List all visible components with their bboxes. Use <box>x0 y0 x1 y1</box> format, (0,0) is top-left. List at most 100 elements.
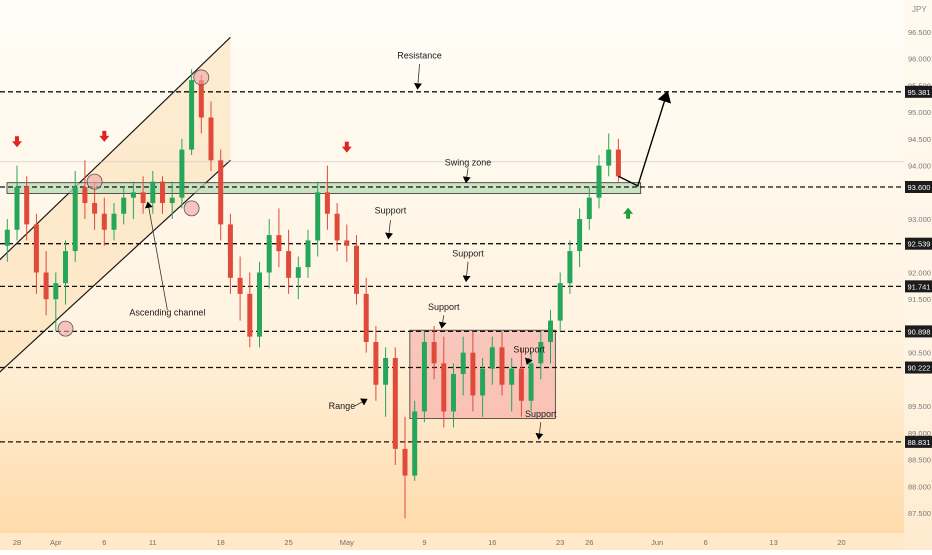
touch-circle[interactable] <box>183 200 200 217</box>
candle[interactable] <box>518 347 524 417</box>
candle[interactable] <box>179 138 185 209</box>
candle-body <box>276 235 282 252</box>
candle[interactable] <box>14 165 20 241</box>
candle[interactable] <box>421 331 427 423</box>
candle[interactable] <box>257 261 262 348</box>
candle[interactable] <box>557 272 563 332</box>
level-price-badge[interactable] <box>905 180 932 193</box>
candle[interactable] <box>344 224 350 262</box>
candle[interactable] <box>499 331 505 396</box>
annotation-pointer <box>525 357 533 365</box>
candle[interactable] <box>72 170 78 262</box>
candle[interactable] <box>53 272 59 332</box>
touch-circle[interactable] <box>57 320 74 337</box>
y-tick-label: 94.500 <box>908 135 931 144</box>
candle[interactable] <box>160 176 165 214</box>
candle[interactable] <box>43 251 49 316</box>
candle-body <box>218 160 224 225</box>
candle-body <box>169 197 175 204</box>
candle[interactable] <box>130 181 136 220</box>
candle[interactable] <box>82 160 88 220</box>
candle[interactable] <box>266 219 272 289</box>
candle[interactable] <box>315 181 321 257</box>
candle[interactable] <box>218 149 224 241</box>
candle[interactable] <box>24 176 30 241</box>
candle[interactable] <box>237 256 243 321</box>
x-tick-label: Jun <box>651 538 663 547</box>
candle[interactable] <box>169 181 175 220</box>
candle[interactable] <box>586 186 592 230</box>
x-tick-label: 6 <box>704 538 708 547</box>
candle[interactable] <box>33 213 39 294</box>
channel-lower-line[interactable] <box>0 159 231 374</box>
level-price-badge[interactable] <box>905 85 932 98</box>
candle[interactable] <box>402 416 408 519</box>
candle[interactable] <box>392 347 398 465</box>
candle[interactable] <box>577 208 583 268</box>
candle[interactable] <box>92 181 98 230</box>
touch-circle[interactable] <box>193 69 210 86</box>
candle[interactable] <box>324 165 330 230</box>
candle[interactable] <box>460 336 466 396</box>
x-tick-label: 11 <box>149 538 157 547</box>
candle[interactable] <box>509 358 515 412</box>
candle[interactable] <box>615 138 621 182</box>
candle[interactable] <box>470 331 476 412</box>
candle[interactable] <box>373 325 379 401</box>
candle[interactable] <box>412 400 418 481</box>
projection-path[interactable] <box>618 90 672 187</box>
candle[interactable] <box>227 213 233 294</box>
candle-body <box>548 320 553 342</box>
candle-body <box>82 186 88 204</box>
candle[interactable] <box>451 363 456 428</box>
candle[interactable] <box>606 133 612 177</box>
candle[interactable] <box>441 336 447 428</box>
swing-zone-band[interactable] <box>6 182 642 194</box>
candle[interactable] <box>431 325 437 380</box>
candle-body <box>509 368 515 385</box>
candle[interactable] <box>383 347 389 417</box>
candle-body <box>460 352 466 375</box>
candle[interactable] <box>150 170 156 214</box>
candle[interactable] <box>189 69 195 155</box>
level-price-badge[interactable] <box>905 435 932 448</box>
candle[interactable] <box>489 336 495 385</box>
candle-body <box>286 251 292 278</box>
y-tick-label: 90.500 <box>908 349 931 358</box>
candle-body <box>101 213 107 230</box>
candle[interactable] <box>305 229 311 278</box>
candle-body <box>557 283 563 321</box>
candle[interactable] <box>567 240 573 294</box>
y-tick-label: 87.500 <box>908 509 931 518</box>
level-price-badge[interactable] <box>905 325 932 338</box>
candle[interactable] <box>247 272 253 348</box>
candle[interactable] <box>121 186 127 225</box>
currency-label: JPY <box>912 5 927 14</box>
touch-circle[interactable] <box>86 173 103 190</box>
candle[interactable] <box>548 309 553 364</box>
candle[interactable] <box>480 358 486 417</box>
candle[interactable] <box>538 331 544 380</box>
candle[interactable] <box>363 277 369 353</box>
candle[interactable] <box>63 240 68 305</box>
candle-body <box>499 347 505 385</box>
candle[interactable] <box>354 235 359 305</box>
level-price-badge[interactable] <box>905 237 932 250</box>
candle[interactable] <box>4 219 10 262</box>
y-tick-label: 88.500 <box>908 456 931 465</box>
candle[interactable] <box>208 101 214 171</box>
level-price-badge[interactable] <box>905 361 932 374</box>
candle[interactable] <box>295 256 301 300</box>
level-price-badge[interactable] <box>905 280 932 293</box>
candle-body <box>295 267 301 278</box>
candle[interactable] <box>286 229 292 294</box>
candle[interactable] <box>140 176 146 214</box>
candle[interactable] <box>111 203 117 241</box>
candle[interactable] <box>276 208 282 268</box>
candle[interactable] <box>334 203 340 252</box>
candle-body <box>567 251 573 284</box>
candle[interactable] <box>101 197 107 246</box>
candle[interactable] <box>596 154 602 209</box>
